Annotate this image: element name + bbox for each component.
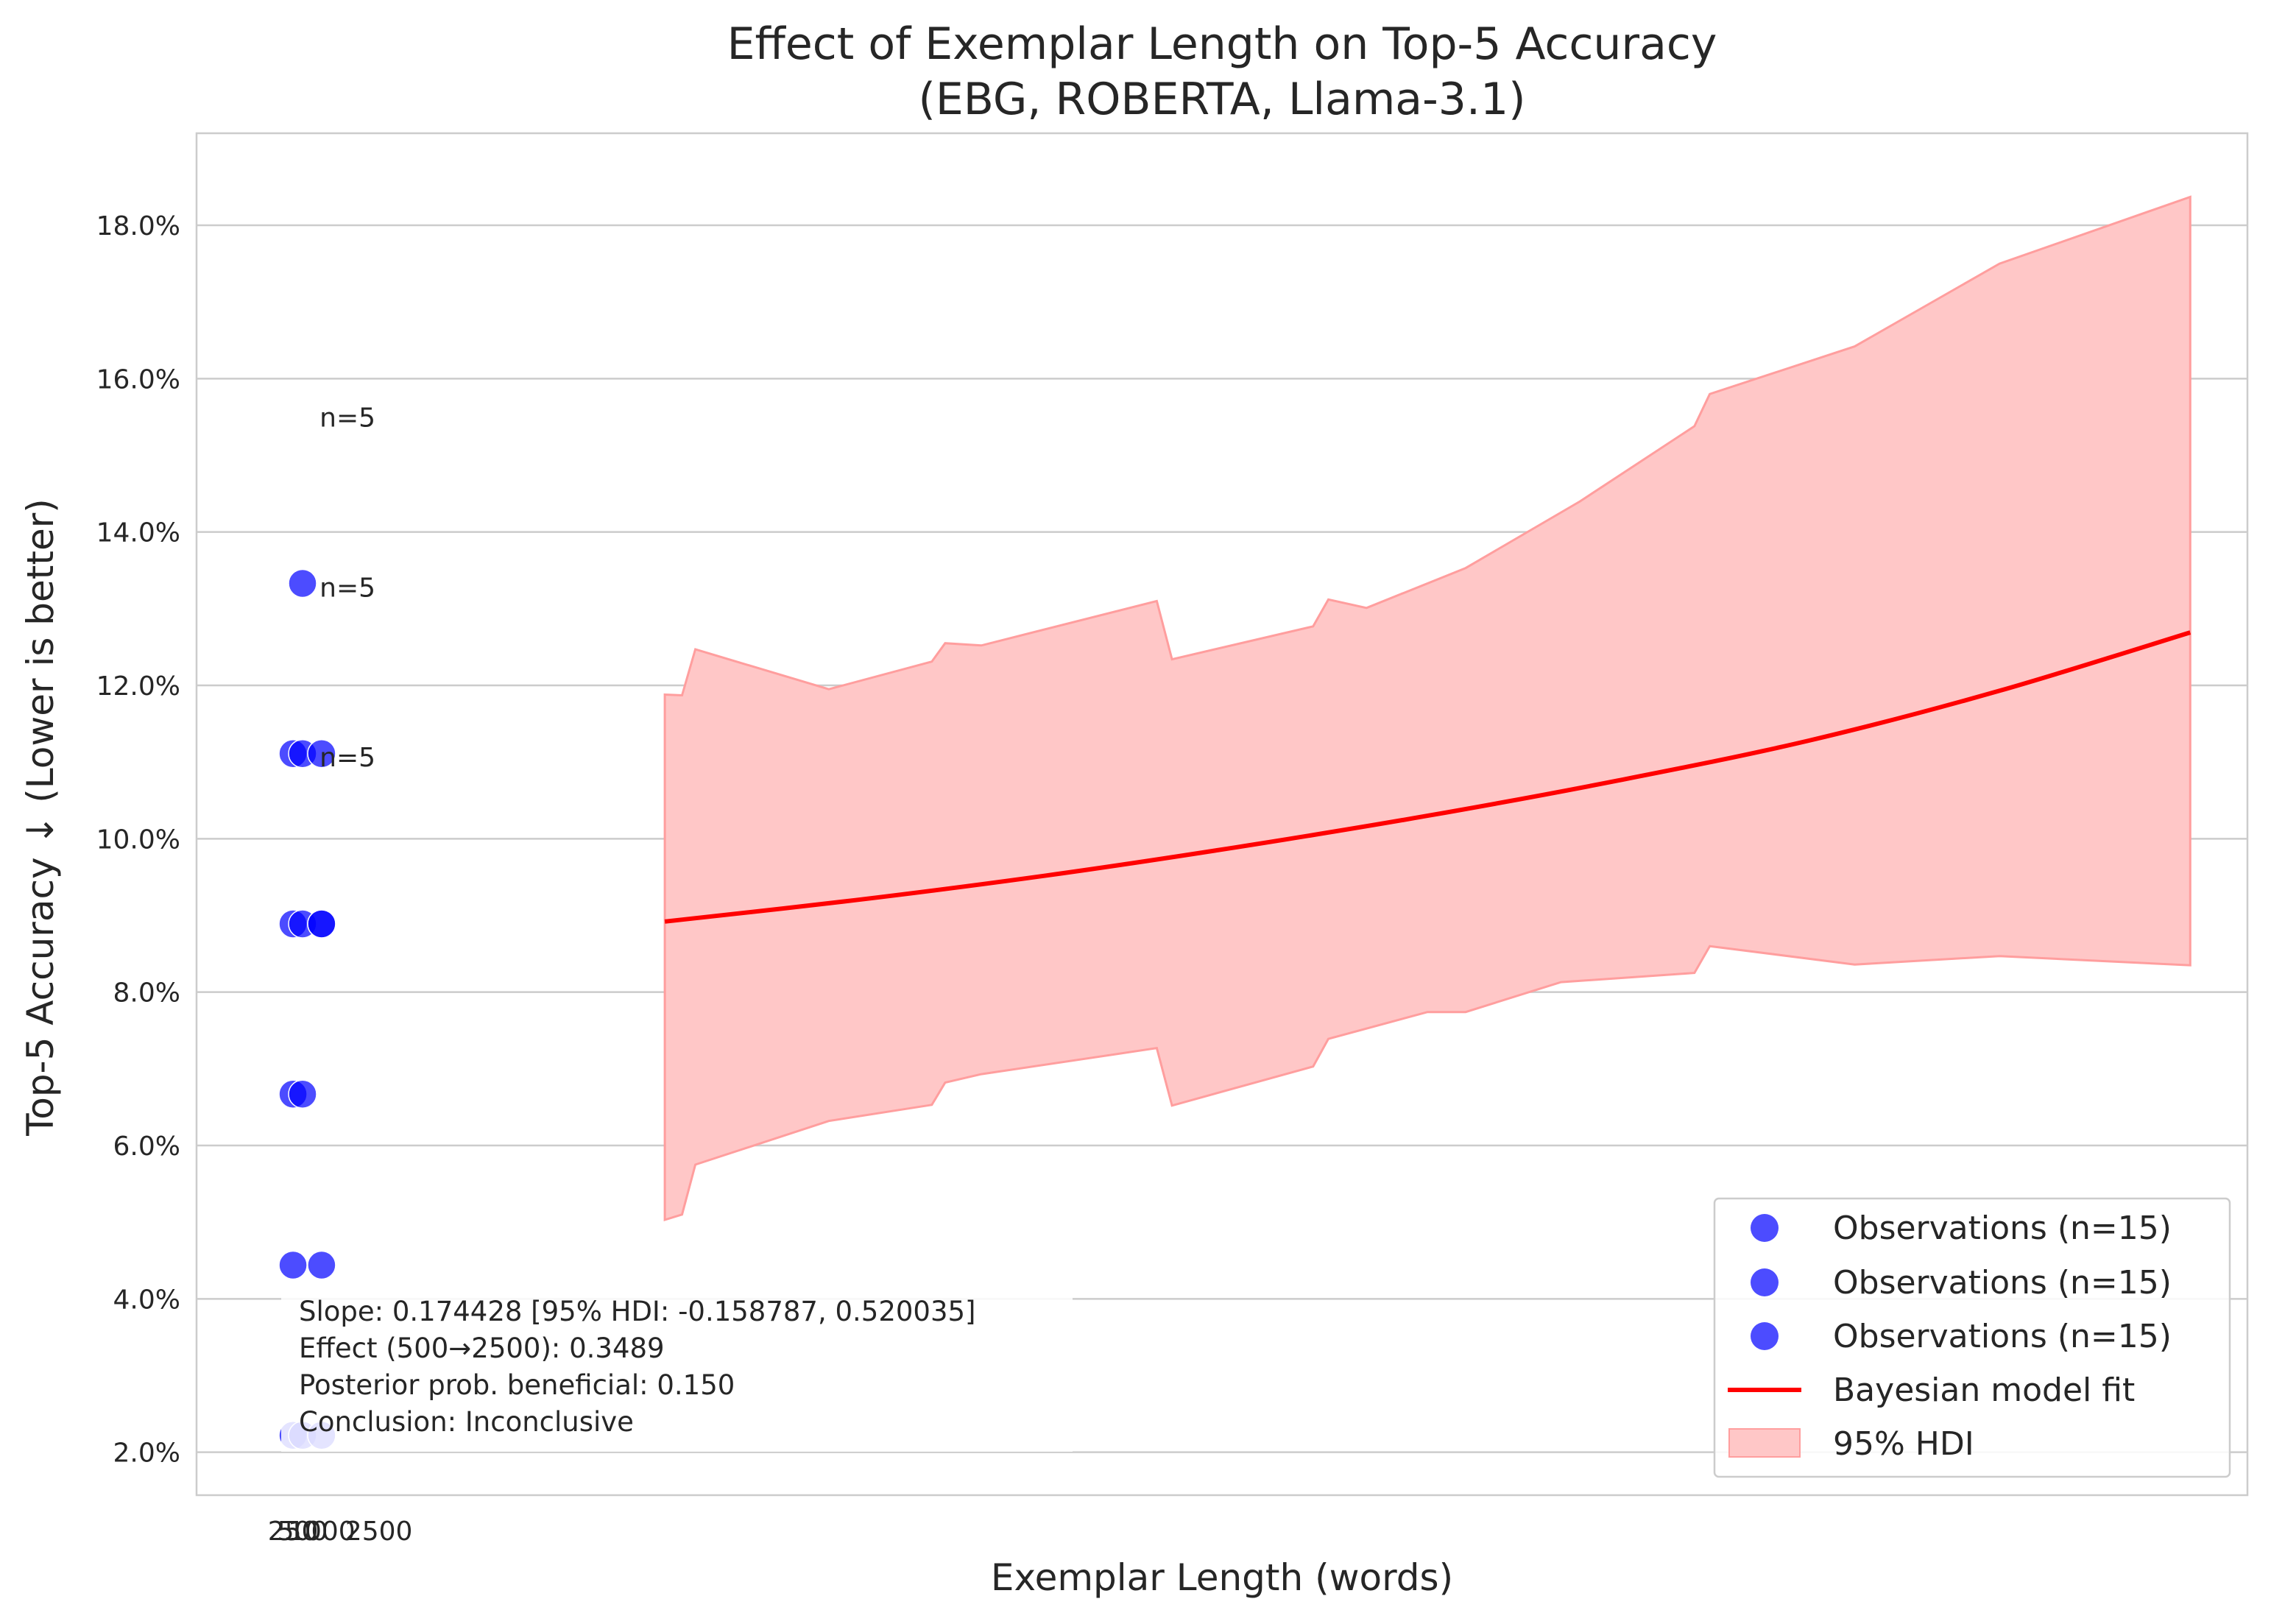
legend-item: Observations (n=15) — [1751, 1210, 2172, 1247]
y-tick-label: 4.0% — [113, 1285, 180, 1315]
stats-line: Slope: 0.174428 [95% HDI: -0.158787, 0.5… — [299, 1296, 975, 1327]
legend-swatch — [1728, 1428, 1801, 1458]
legend-marker — [1751, 1322, 1779, 1350]
y-tick-label: 12.0% — [96, 671, 180, 702]
plot-frame — [195, 132, 2249, 1497]
hdi-band — [663, 195, 2191, 1222]
stats-box — [281, 1290, 1073, 1452]
y-axis-label: Top-5 Accuracy ↓ (Lower is better) — [19, 498, 62, 1137]
model-fit — [664, 630, 2191, 924]
legend-label: Bayesian model fit — [1833, 1371, 2135, 1409]
data-point — [288, 1079, 317, 1109]
x-tick-label: 250 — [268, 1517, 319, 1547]
x-tick-label: 1000 — [288, 1517, 356, 1547]
legend-label: Observations (n=15) — [1833, 1318, 2172, 1355]
fit-line — [664, 630, 2191, 924]
data-point — [307, 909, 336, 939]
legend-item: Bayesian model fit — [1728, 1371, 2135, 1409]
hdi-band-area — [663, 195, 2191, 1222]
legend-item: Observations (n=15) — [1751, 1318, 2172, 1355]
y-tick-label: 6.0% — [113, 1131, 180, 1162]
data-point — [307, 1250, 336, 1280]
x-axis-label: Exemplar Length (words) — [991, 1556, 1453, 1599]
legend-label: Observations (n=15) — [1833, 1210, 2172, 1247]
legend-item: Observations (n=15) — [1751, 1264, 2172, 1302]
data-point — [307, 738, 336, 769]
data-point — [288, 568, 317, 599]
y-tick-label: 8.0% — [113, 978, 180, 1009]
stats-annotation: Slope: 0.174428 [95% HDI: -0.158787, 0.5… — [299, 1296, 975, 1438]
n-label: n=5 — [319, 403, 375, 433]
stats-line: Conclusion: Inconclusive — [299, 1406, 634, 1438]
n-label: n=5 — [319, 573, 375, 604]
chart-title: Effect of Exemplar Length on Top-5 Accur… — [727, 18, 1717, 70]
y-tick-label: 2.0% — [113, 1438, 180, 1469]
legend-marker — [1751, 1268, 1779, 1296]
legend-item: 95% HDI — [1728, 1425, 1974, 1463]
chart-subtitle: (EBG, ROBERTA, Llama-3.1) — [918, 74, 1525, 125]
data-point — [278, 1250, 308, 1280]
x-tick-label: 500 — [278, 1517, 328, 1547]
y-tick-label: 14.0% — [96, 518, 180, 548]
y-tick-label: 16.0% — [96, 364, 180, 395]
y-axis-ticks: 2.0% 4.0% 6.0% 8.0% 10.0% 12.0% 14.0% 16.0% 18.0… — [96, 211, 180, 1469]
legend-label: 95% HDI — [1833, 1425, 1974, 1463]
y-tick-label: 18.0% — [96, 211, 180, 241]
legend-marker — [1751, 1214, 1779, 1242]
x-tick-label: 2500 — [345, 1517, 413, 1547]
n-label: n=5 — [319, 743, 375, 773]
y-tick-label: 10.0% — [96, 825, 180, 855]
legend-frame — [1713, 1197, 2231, 1478]
stats-line: Effect (500→2500): 0.3489 — [299, 1332, 665, 1364]
stats-line: Posterior prob. beneficial: 0.150 — [299, 1369, 735, 1401]
legend-label: Observations (n=15) — [1833, 1264, 2172, 1302]
legend: Observations (n=15) Observations (n=15) Ob… — [1713, 1197, 2231, 1478]
n-labels: n=5 n=5 n=5 — [319, 403, 375, 772]
